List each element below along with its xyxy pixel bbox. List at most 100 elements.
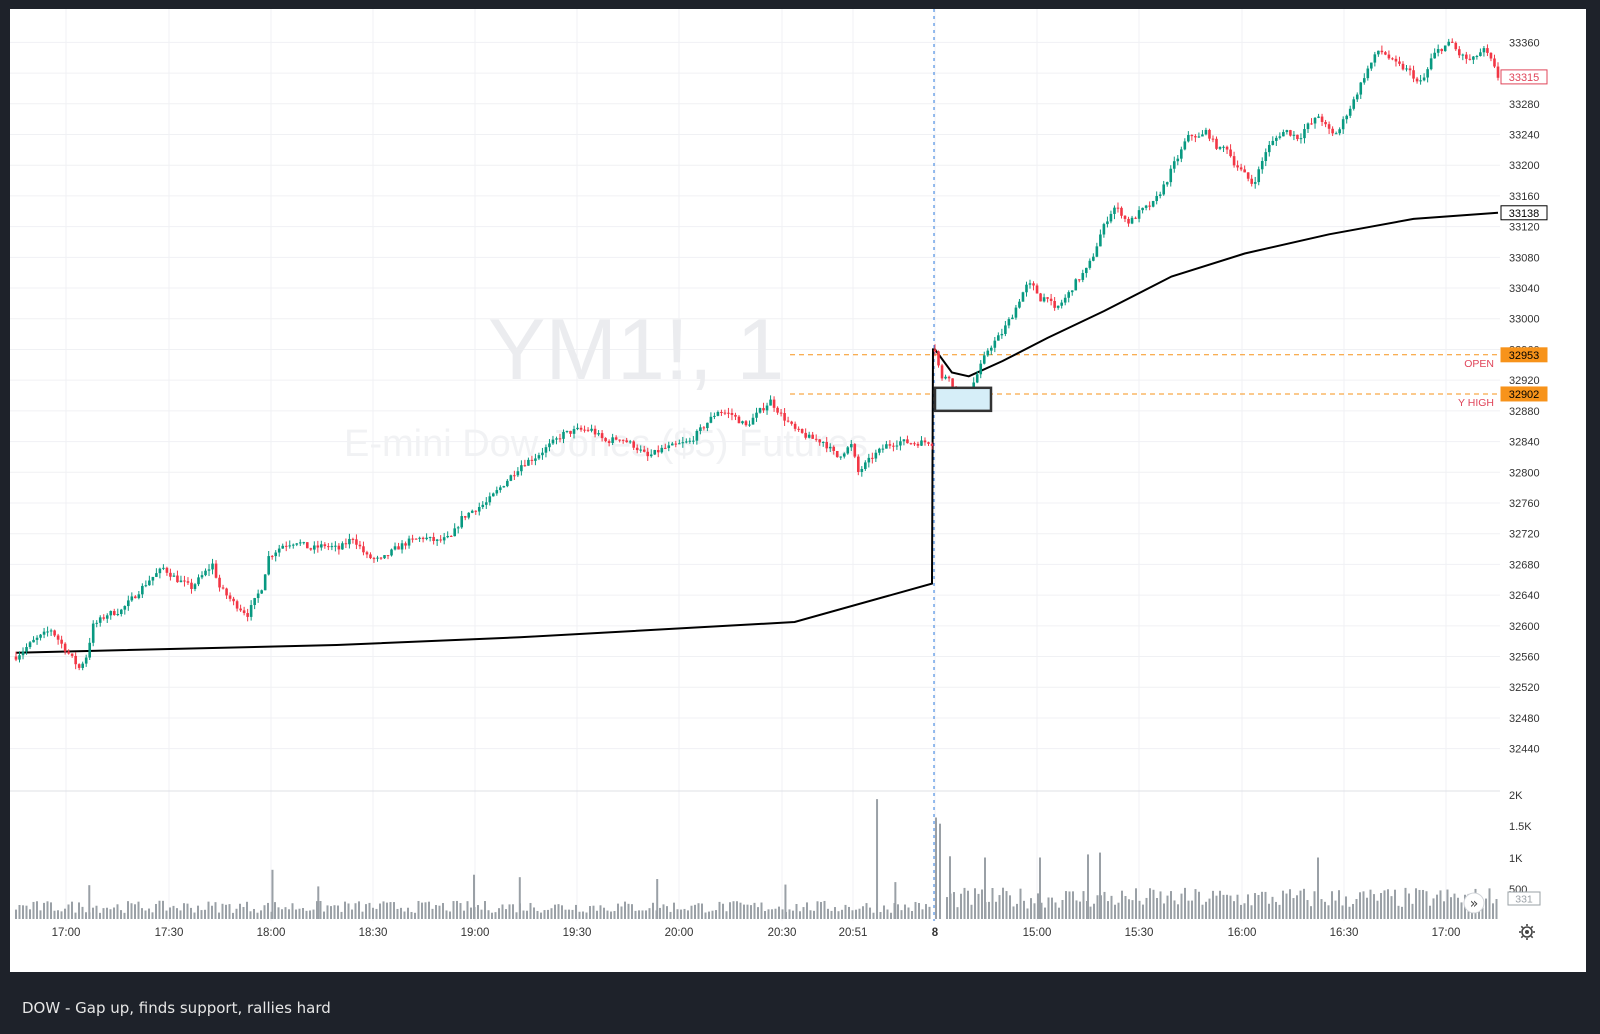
candle-body [937, 351, 940, 366]
candle-body [263, 574, 267, 591]
candle-body [344, 543, 348, 545]
candle-body [407, 538, 411, 546]
candle-body [1204, 129, 1208, 135]
price-tick-label: 32720 [1509, 529, 1540, 541]
candle-body [1310, 123, 1313, 125]
chart-panel[interactable]: YM1!, 1 E-mini Dow Jones ($5) Futures OP… [10, 9, 1586, 972]
candle-body [702, 427, 706, 429]
candle-body [920, 440, 923, 446]
time-axis[interactable]: 17:00 17:30 18:00 18:30 19:00 19:30 20:00 20:30… [52, 927, 1461, 939]
price-tick-label: 32880 [1509, 406, 1540, 418]
candle-body [639, 449, 643, 451]
candle-body [1011, 317, 1014, 320]
candle-body [1025, 284, 1028, 293]
candle-body [1211, 138, 1215, 140]
candle-body [646, 451, 650, 457]
candle-body [249, 605, 253, 617]
candle-body [632, 441, 635, 448]
candle-body [811, 434, 814, 439]
candle-body [1046, 297, 1049, 299]
candle-body [425, 537, 428, 540]
candle-body [951, 378, 954, 387]
candle-body [1303, 129, 1306, 139]
chart-svg[interactable]: YM1!, 1 E-mini Dow Jones ($5) Futures OP… [10, 9, 1586, 972]
candle-body [98, 617, 102, 623]
candle-body [881, 448, 885, 450]
candle-body [134, 596, 137, 599]
time-tick-label: 18:30 [359, 927, 388, 939]
candle-body [439, 539, 442, 541]
candle-body [481, 504, 485, 508]
price-tick-label: 32520 [1509, 682, 1540, 694]
price-label-text: 32953 [1509, 350, 1540, 362]
candle-body [1246, 172, 1250, 179]
candle-body [1014, 307, 1018, 318]
price-tick-label: 32560 [1509, 652, 1540, 664]
candle-body [18, 655, 21, 660]
candle-body [1144, 205, 1148, 208]
candle-body [1162, 184, 1166, 195]
candle-body [776, 407, 779, 413]
price-label-box [1500, 205, 1548, 221]
candle-body [284, 545, 288, 547]
candle-body [930, 443, 934, 446]
candle-body [1116, 207, 1120, 209]
volume-tick-label: 2K [1509, 790, 1523, 802]
candle-body [1257, 169, 1261, 183]
candle-body [470, 510, 474, 513]
candle-body [1253, 182, 1257, 184]
time-tick-label: 16:00 [1228, 927, 1257, 939]
candle-body [225, 588, 228, 596]
candle-body [699, 427, 702, 431]
candle-body [1362, 78, 1366, 83]
candle-body [1366, 68, 1370, 79]
candle-body [878, 448, 881, 453]
time-tick-label: 16:30 [1330, 927, 1359, 939]
candle-body [944, 376, 947, 379]
candle-body [1433, 52, 1436, 59]
candle-body [95, 622, 99, 624]
candle-body [1296, 134, 1299, 140]
candle-body [1127, 218, 1130, 224]
price-tick-label: 33000 [1509, 314, 1540, 326]
candle-body [1377, 50, 1380, 55]
candle-body [467, 512, 471, 518]
candle-body [709, 416, 713, 423]
candle-body [997, 335, 1000, 341]
candles [14, 38, 1500, 671]
candle-body [1348, 108, 1352, 116]
candle-body [1264, 152, 1268, 162]
candle-body [797, 428, 800, 430]
candle-body [369, 554, 372, 559]
candle-body [492, 493, 495, 497]
candle-body [1032, 283, 1035, 286]
candle-body [534, 458, 537, 461]
candle-body [130, 596, 134, 601]
candle-body [281, 545, 285, 549]
candle-body [1225, 146, 1229, 150]
scroll-right-button[interactable]: » [1463, 892, 1485, 914]
price-label-text: 32902 [1509, 389, 1540, 401]
candle-body [1292, 134, 1296, 136]
candle-body [1187, 135, 1190, 142]
candle-body [316, 545, 320, 548]
candle-body [1405, 68, 1408, 70]
candle-body [435, 539, 439, 541]
candle-body [653, 450, 657, 455]
candle-body [1092, 256, 1095, 261]
candle-body [853, 444, 857, 457]
candle-body [362, 546, 365, 553]
vwap-line [15, 211, 1499, 654]
candle-body [176, 575, 179, 583]
candle-body [1120, 207, 1123, 216]
candle-body [288, 545, 292, 547]
price-tick-label: 32440 [1509, 744, 1540, 756]
settings-gear-icon[interactable] [1519, 924, 1535, 940]
candle-body [88, 642, 92, 658]
candle-body [814, 438, 818, 440]
price-tick-label: 33200 [1509, 160, 1540, 172]
price-labels: 33315 33138 32953 32902 [1500, 69, 1548, 402]
candle-body [685, 441, 688, 443]
candle-body [1260, 161, 1264, 170]
candle-body [1088, 260, 1092, 268]
